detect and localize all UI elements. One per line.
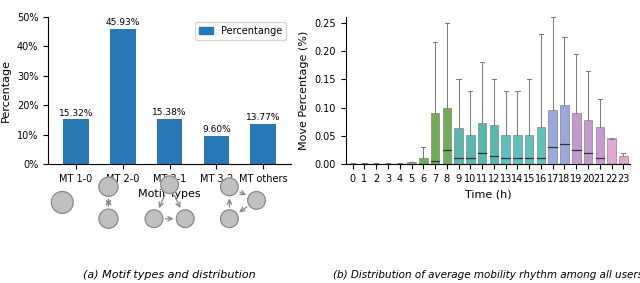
Bar: [157, 119, 182, 164]
Text: (a) Motif types and distribution: (a) Motif types and distribution: [83, 270, 256, 280]
Bar: [478, 123, 486, 164]
Text: 9.60%: 9.60%: [202, 125, 231, 134]
Circle shape: [221, 178, 238, 196]
Bar: [525, 135, 533, 164]
Bar: [110, 29, 136, 164]
Text: 13.77%: 13.77%: [246, 113, 280, 122]
Y-axis label: Percentage: Percentage: [1, 59, 12, 122]
Circle shape: [99, 177, 118, 196]
Bar: [454, 128, 463, 164]
Circle shape: [99, 209, 118, 228]
Bar: [619, 156, 628, 164]
Circle shape: [177, 210, 194, 228]
X-axis label: Time (h): Time (h): [465, 189, 511, 200]
Text: 15.32%: 15.32%: [59, 109, 93, 117]
Bar: [548, 110, 557, 164]
Circle shape: [161, 176, 179, 194]
Bar: [250, 124, 276, 164]
Bar: [490, 125, 498, 164]
Circle shape: [51, 192, 73, 213]
Bar: [407, 162, 416, 164]
Bar: [537, 127, 545, 164]
Bar: [63, 119, 89, 164]
Bar: [204, 136, 229, 164]
Bar: [596, 127, 604, 164]
Circle shape: [248, 192, 266, 209]
Bar: [443, 108, 451, 164]
X-axis label: Motif Types: Motif Types: [138, 189, 201, 200]
Bar: [501, 135, 510, 164]
Bar: [572, 113, 580, 164]
Text: 15.38%: 15.38%: [152, 108, 187, 117]
Legend: Percentange: Percentange: [195, 22, 286, 40]
Bar: [513, 135, 522, 164]
Y-axis label: Move Percentage (%): Move Percentage (%): [299, 31, 308, 150]
Text: (b) Distribution of average mobility rhythm among all users: (b) Distribution of average mobility rhy…: [333, 270, 640, 280]
Circle shape: [221, 210, 238, 228]
Circle shape: [145, 210, 163, 228]
Bar: [431, 113, 439, 164]
Bar: [607, 138, 616, 164]
Bar: [466, 135, 475, 164]
Text: 45.93%: 45.93%: [106, 18, 140, 27]
Bar: [584, 120, 592, 164]
Bar: [560, 105, 569, 164]
Bar: [419, 158, 428, 164]
